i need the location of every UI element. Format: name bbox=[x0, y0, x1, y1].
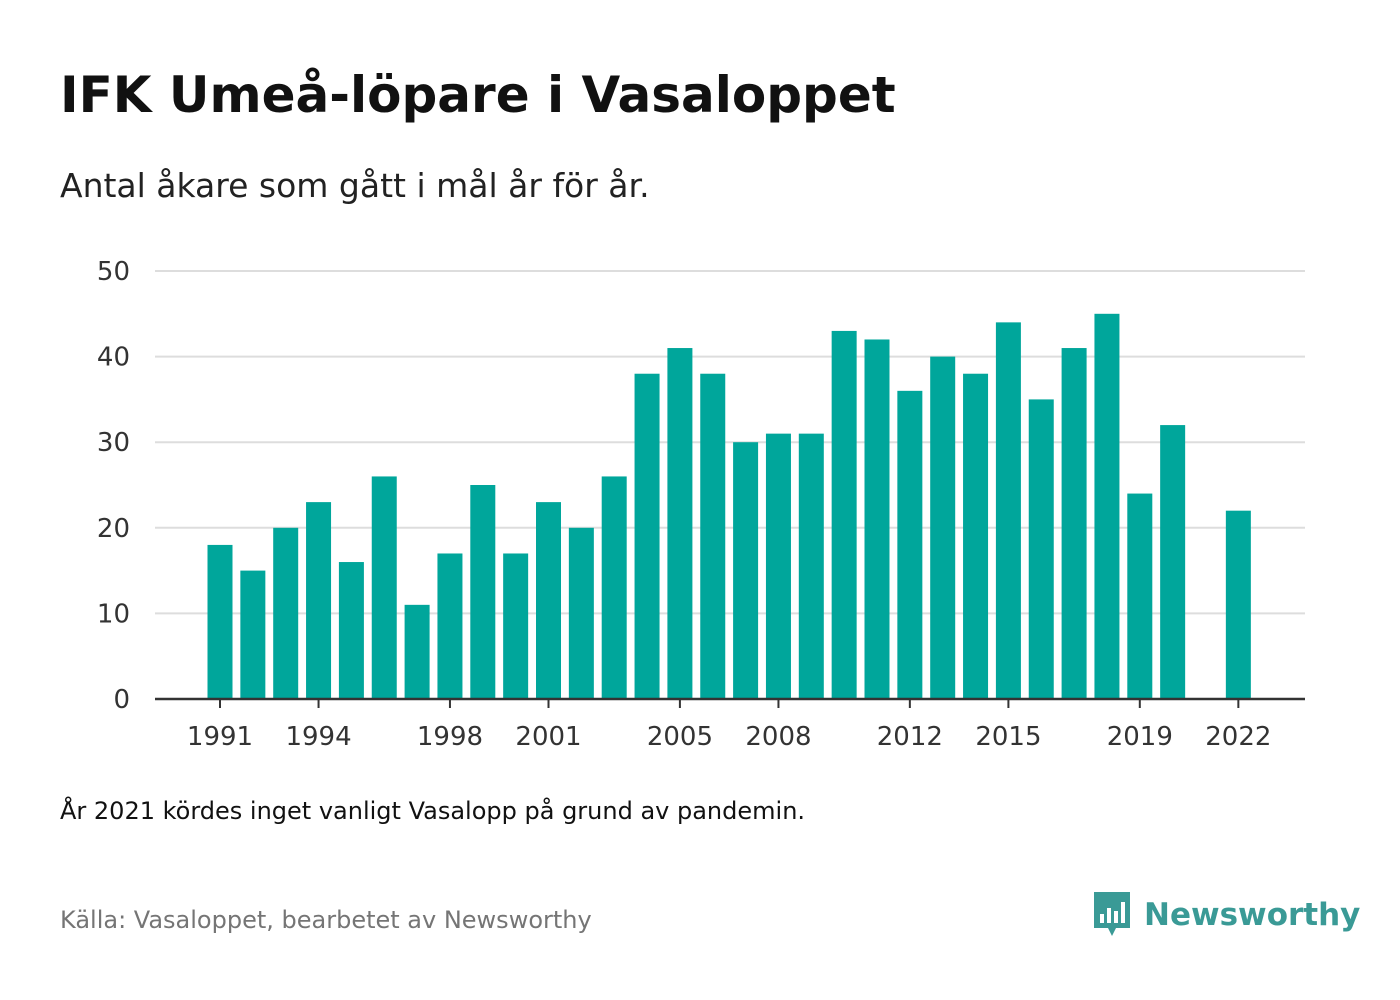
bar-2013[interactable] bbox=[930, 356, 956, 699]
x-tick-label: 2022 bbox=[1205, 722, 1271, 752]
chart-title: IFK Umeå-löpare i Vasaloppet bbox=[60, 66, 896, 124]
bar-2015[interactable] bbox=[995, 322, 1021, 699]
bar-2001[interactable] bbox=[536, 502, 561, 699]
bar-2002[interactable] bbox=[568, 527, 594, 699]
bar-2020[interactable] bbox=[1160, 425, 1186, 699]
x-tick-label: 2001 bbox=[515, 722, 581, 752]
bar-1994[interactable] bbox=[306, 502, 332, 699]
y-tick-label: 40 bbox=[97, 343, 130, 373]
bar-2012[interactable] bbox=[897, 390, 923, 699]
bar-2007[interactable] bbox=[733, 442, 759, 699]
bar-chart: 0 10 20 30 40 50 1991 1994 1998 2001 2005 2008 2012 2… bbox=[97, 257, 1305, 752]
newsworthy-logo-icon bbox=[1094, 892, 1130, 936]
x-tick-label: 1991 bbox=[187, 722, 253, 752]
bar-2008[interactable] bbox=[765, 433, 791, 699]
bar-1991[interactable] bbox=[207, 544, 233, 699]
newsworthy-logo[interactable]: Newsworthy bbox=[1092, 890, 1360, 940]
chart-subtitle: Antal åkare som gått i mål år för år. bbox=[60, 166, 650, 205]
bar-2019[interactable] bbox=[1127, 493, 1153, 699]
bar-1999[interactable] bbox=[470, 485, 496, 699]
bar-1995[interactable] bbox=[338, 562, 364, 699]
brand-name: Newsworthy bbox=[1144, 897, 1361, 933]
x-tick-label: 2005 bbox=[647, 722, 713, 752]
x-tick-label: 2019 bbox=[1107, 722, 1173, 752]
source-credit: Källa: Vasaloppet, bearbetet av Newswort… bbox=[60, 906, 592, 934]
bars bbox=[207, 313, 1251, 699]
bar-2022[interactable] bbox=[1225, 510, 1251, 699]
bar-2018[interactable] bbox=[1094, 313, 1120, 699]
bar-2003[interactable] bbox=[601, 476, 627, 699]
bar-1997[interactable] bbox=[404, 604, 430, 699]
bar-2005[interactable] bbox=[667, 348, 693, 699]
bar-1992[interactable] bbox=[240, 570, 266, 699]
y-tick-label: 30 bbox=[97, 428, 130, 458]
x-tick-label: 2012 bbox=[877, 722, 943, 752]
y-tick-label: 0 bbox=[113, 685, 130, 715]
y-tick-label: 20 bbox=[97, 514, 130, 544]
chart-note: År 2021 kördes inget vanligt Vasalopp på… bbox=[60, 797, 806, 825]
y-tick-label: 10 bbox=[97, 599, 130, 629]
x-tick-label: 2015 bbox=[975, 722, 1041, 752]
bar-1996[interactable] bbox=[371, 476, 397, 699]
bar-2010[interactable] bbox=[831, 330, 857, 699]
bar-2014[interactable] bbox=[963, 373, 989, 699]
x-tick-label: 2008 bbox=[745, 722, 811, 752]
bar-2004[interactable] bbox=[634, 373, 660, 699]
bar-2016[interactable] bbox=[1028, 399, 1054, 699]
x-tick-label: 1994 bbox=[285, 722, 351, 752]
bar-2000[interactable] bbox=[503, 553, 529, 699]
bar-2011[interactable] bbox=[864, 339, 890, 699]
y-tick-label: 50 bbox=[97, 257, 130, 287]
axes: 0 10 20 30 40 50 1991 1994 1998 2001 2005 2008 2012 2… bbox=[97, 257, 1305, 752]
bar-1998[interactable] bbox=[437, 553, 463, 699]
x-tick-label: 1998 bbox=[417, 722, 483, 752]
bar-2009[interactable] bbox=[798, 433, 824, 699]
bar-1993[interactable] bbox=[273, 527, 299, 699]
bar-2017[interactable] bbox=[1061, 348, 1087, 699]
bar-2006[interactable] bbox=[700, 373, 726, 699]
